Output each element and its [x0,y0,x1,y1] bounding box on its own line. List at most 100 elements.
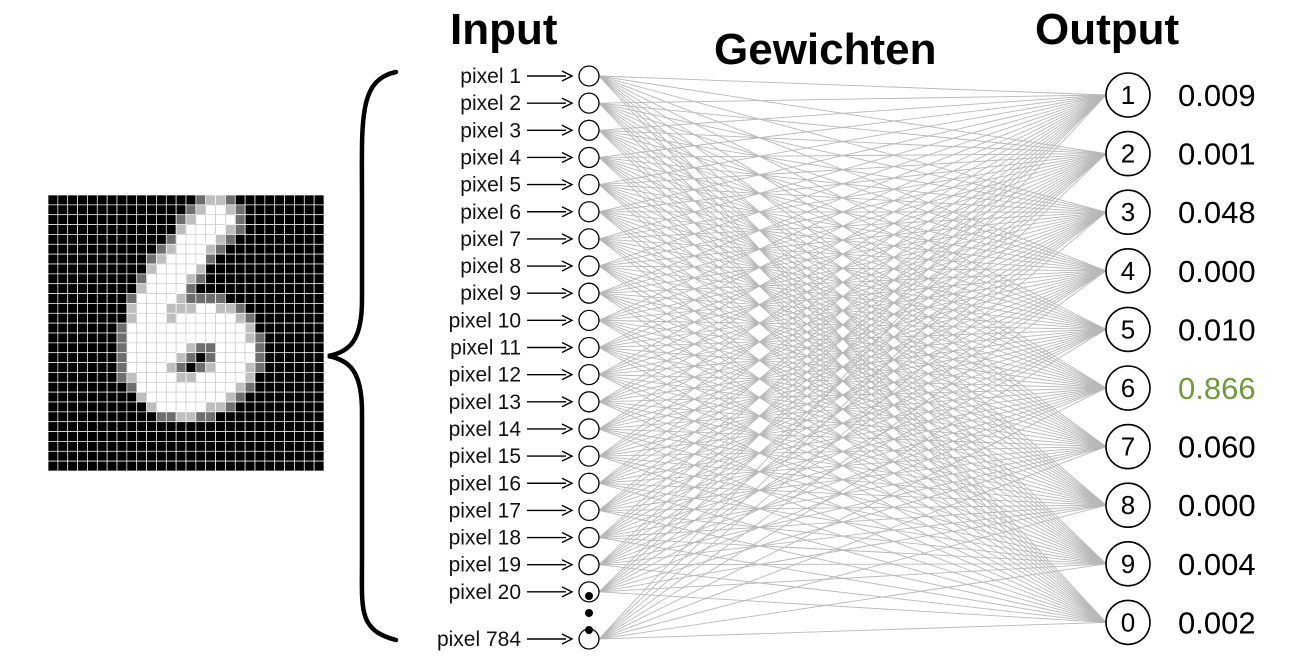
image-pixel [146,273,157,285]
image-pixel [215,460,226,472]
image-pixel [303,342,315,354]
image-pixel [77,283,88,294]
weight-line [598,94,1107,294]
image-pixel [303,243,315,255]
image-pixel [165,342,177,354]
image-pixel [57,293,69,304]
image-pixel [205,283,216,294]
image-pixel [165,391,177,403]
image-pixel [303,332,315,344]
image-pixel [215,381,226,393]
image-pixel [244,381,256,393]
weight-line [598,153,1107,376]
image-pixel [195,362,207,373]
image-pixel [185,214,197,225]
image-pixel [294,421,305,432]
weight-line [598,75,1107,447]
output-layer: 1 0.009 2 0.001 3 0.048 4 0.000 5 0.010 6 0.866 7 0.0… [1105,72,1256,646]
image-pixel [274,234,285,245]
image-pixel [185,391,197,403]
image-pixel [156,332,167,344]
image-pixel [254,441,266,452]
image-pixel [244,214,256,225]
image-pixel [116,303,128,314]
weight-line [598,270,1107,457]
image-pixel [294,243,305,255]
image-pixel [264,431,276,442]
input-pixel-label: pixel 6 [460,201,521,224]
image-pixel [96,391,108,403]
image-pixel [215,391,226,403]
image-pixel [116,342,128,354]
image-pixel [264,224,276,235]
weight-line [598,211,1107,330]
image-pixel [96,460,108,472]
image-pixel [106,352,118,363]
image-pixel [106,303,118,314]
image-pixel [77,273,88,285]
image-pixel [195,303,207,314]
input-node [578,336,600,359]
image-pixel [303,411,315,423]
image-pixel [205,263,216,275]
image-pixel [156,263,167,275]
image-pixel [96,332,108,344]
image-pixel [136,460,147,472]
image-pixel [195,342,207,354]
image-pixel [244,243,256,255]
weight-line [598,270,1107,484]
weight-line [598,75,1107,565]
image-pixel [146,243,157,255]
image-pixel [77,303,88,314]
image-pixel [244,332,256,344]
image-pixel [106,342,118,354]
weight-line [598,374,1107,448]
image-pixel [303,421,315,432]
image-pixel [175,263,187,275]
image-pixel [185,253,197,265]
image-pixel [234,421,246,432]
image-pixel [47,243,59,255]
image-pixel [67,204,78,216]
weight-line [598,265,1107,623]
image-pixel [185,224,197,235]
image-pixel [215,243,226,255]
image-pixel [185,421,197,432]
image-pixel [303,293,315,304]
image-pixel [254,352,266,363]
image-pixel [244,204,256,216]
weight-line [598,129,1107,330]
image-pixel [57,303,69,314]
image-pixel [87,234,98,245]
arrow-head-icon [561,586,574,598]
image-pixel [254,342,266,354]
image-pixel [106,431,118,442]
image-pixel [146,421,157,432]
weight-line [598,504,1107,566]
image-pixel [165,362,177,373]
image-pixel [106,421,118,432]
weight-line [598,238,1107,623]
image-pixel [96,372,108,383]
image-pixel [294,322,305,334]
image-pixel [303,273,315,285]
image-pixel [254,381,266,393]
input-node [578,472,600,494]
image-pixel [225,450,236,462]
image-pixel [284,342,295,354]
image-pixel [195,283,207,294]
image-pixel [175,431,187,442]
weight-line [598,319,1107,389]
image-pixel [303,303,315,314]
image-pixel [254,263,266,275]
image-pixel [67,450,78,462]
output-digit-label: 3 [1121,197,1135,227]
image-pixel [313,450,325,462]
image-pixel [254,411,266,423]
image-pixel [264,372,276,383]
input-node [578,391,600,413]
weight-line [598,270,1107,376]
image-pixel [136,401,147,413]
image-pixel [225,293,236,304]
input-node [578,255,600,277]
